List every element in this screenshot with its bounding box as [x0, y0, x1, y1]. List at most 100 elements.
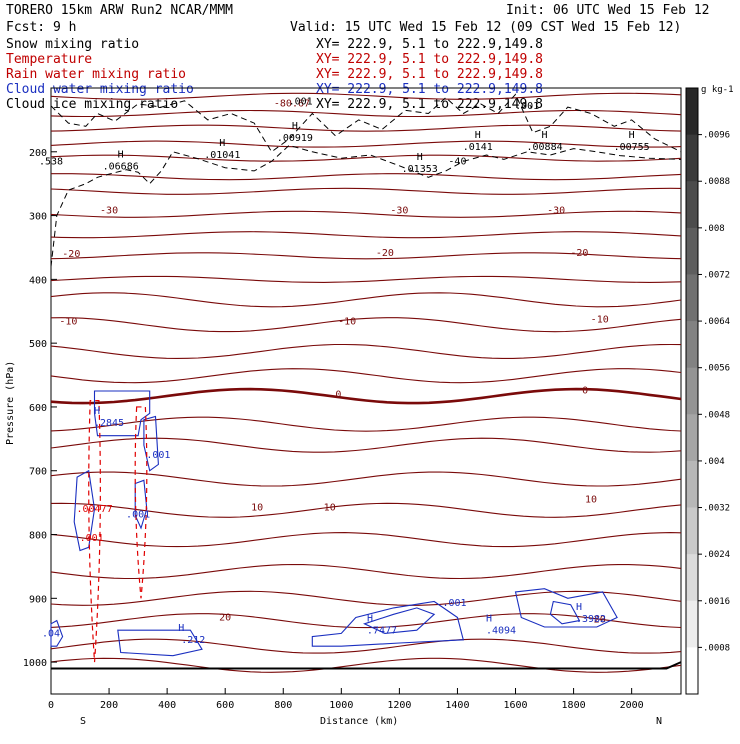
legend-coords: XY= 222.9, 5.1 to 222.9,149.8	[316, 37, 543, 52]
x-endpoint-left: S	[80, 716, 86, 727]
ice-max-marker: H	[219, 138, 225, 149]
colorbar-tick-label: .0032	[703, 504, 730, 514]
ice-max-value: .00755	[614, 142, 650, 153]
legend-label: Snow mixing ratio	[6, 37, 139, 52]
isotherm-line	[50, 140, 682, 148]
isotherm-label: -20	[62, 249, 80, 260]
isotherm-label: 10	[251, 502, 263, 513]
cloud-water-max-marker: H	[367, 613, 373, 624]
colorbar-frame	[685, 87, 699, 695]
cloud-ice-label: .001	[289, 97, 313, 108]
ice-max-marker: H	[292, 121, 298, 132]
colorbar-segment	[686, 134, 698, 182]
y-tick-label: 600	[29, 403, 47, 414]
ice-max-marker: H	[542, 130, 548, 141]
cloud-water-max-value: .2845	[94, 418, 124, 429]
legend-label: Rain water mixing ratio	[6, 67, 186, 82]
x-axis-label: Distance (km)	[320, 716, 398, 727]
isotherm-line	[50, 292, 682, 308]
legend-label: Temperature	[6, 52, 92, 67]
ice-max-marker: H	[629, 130, 635, 141]
isotherm-label: -30	[390, 206, 408, 217]
colorbar-tick-label: .0016	[703, 597, 730, 607]
ice-max-marker: H	[475, 130, 481, 141]
legend-label: Cloud ice mixing ratio	[6, 97, 178, 112]
colorbar-segment	[686, 507, 698, 555]
cloud-water-max-value: .7477	[367, 625, 397, 636]
rain-contour	[88, 399, 101, 663]
legend-coords: XY= 222.9, 5.1 to 222.9,149.8	[316, 52, 543, 67]
ice-max-value: .0141	[463, 142, 493, 153]
ice-max-value: .00884	[526, 142, 562, 153]
model-title: TORERO 15km ARW Run2 NCAR/MMM	[6, 3, 233, 18]
colorbar-segment	[686, 181, 698, 229]
legend: Snow mixing ratio XY= 222.9, 5.1 to 222.9…	[6, 37, 543, 112]
isotherm-line	[51, 173, 682, 181]
isotherm-line	[50, 563, 682, 580]
isotherm-label: 20	[219, 613, 231, 624]
isotherm-label: 10	[585, 495, 597, 506]
isotherm-line	[50, 154, 682, 162]
x-tick-label: 1600	[503, 700, 527, 711]
isotherm-label: -30	[547, 206, 565, 217]
isotherm-line	[50, 109, 682, 118]
colorbar-tick-label: .0072	[703, 270, 730, 280]
cloud-water-contour	[93, 390, 151, 437]
cloud-water-max-marker: H	[486, 613, 492, 624]
colorbar: .0096 .0088 .008 .0072 .0064 .0056 .0048 .004 .0…	[685, 85, 734, 695]
colorbar-segment	[686, 460, 698, 509]
cloud-water-contour	[143, 415, 159, 472]
legend-coords: XY= 222.9, 5.1 to 222.9,149.8	[316, 82, 543, 97]
plot-frame	[50, 87, 682, 695]
rain-contours	[88, 399, 148, 663]
cloud-water-label: .04	[42, 629, 60, 640]
x-tick-label: 1200	[387, 700, 411, 711]
isotherm-label: -30	[100, 206, 118, 217]
isotherm-line	[50, 532, 682, 548]
axes: 0 200 400 600 800 1000 1200 1400 1600 1800 2000200…	[23, 148, 682, 711]
isotherm-label: 10	[324, 502, 336, 513]
cloud-ice-contours	[50, 93, 682, 267]
ice-max-value: .01353	[402, 164, 438, 175]
colorbar-tick-label: .0008	[703, 643, 730, 653]
isotherm-line	[50, 231, 682, 239]
isotherm-label: -10	[338, 317, 356, 328]
rain-label: .00477	[76, 504, 112, 515]
legend-label: Cloud water mixing ratio	[6, 82, 194, 97]
ice-max-value: .01041	[204, 150, 240, 161]
isotherm-label: -20	[376, 248, 394, 259]
cloud-water-max-marker: H	[178, 623, 184, 634]
colorbar-segment	[686, 88, 698, 136]
colorbar-segment	[686, 274, 698, 322]
isotherm-line	[50, 638, 682, 654]
isotherm-label: -80.67	[274, 98, 310, 109]
colorbar-tick-label: .0024	[703, 550, 730, 560]
cloud-ice-label: -40	[448, 157, 466, 168]
x-tick-label: 200	[100, 700, 118, 711]
ice-max-value: .00919	[277, 133, 313, 144]
y-tick-label: 300	[29, 212, 47, 223]
isotherm-line	[50, 92, 682, 100]
isotherm-line	[50, 343, 682, 359]
x-tick-label: 400	[158, 700, 176, 711]
colorbar-segment	[686, 321, 698, 369]
x-tick-label: 1800	[562, 700, 586, 711]
isotherm-label: -10	[59, 317, 77, 328]
cloud-ice-label: .001	[515, 101, 539, 112]
ice-max-value: .06686	[103, 162, 139, 173]
colorbar-tick-label: .0088	[703, 177, 730, 187]
colorbar-segment	[686, 227, 698, 275]
colorbar-segment	[686, 554, 698, 602]
isotherm-line	[50, 590, 682, 606]
isotherm-line	[50, 187, 682, 195]
isotherm-label: -10	[591, 315, 609, 326]
colorbar-segment	[686, 647, 698, 695]
ice-max-marker: H	[417, 152, 423, 163]
valid-time: Valid: 15 UTC Wed 15 Feb 12 (09 CST Wed …	[290, 20, 681, 35]
x-tick-label: 1400	[445, 700, 469, 711]
x-tick-label: 800	[274, 700, 292, 711]
isotherm-line	[50, 471, 682, 487]
cloud-water-contour	[363, 607, 436, 634]
